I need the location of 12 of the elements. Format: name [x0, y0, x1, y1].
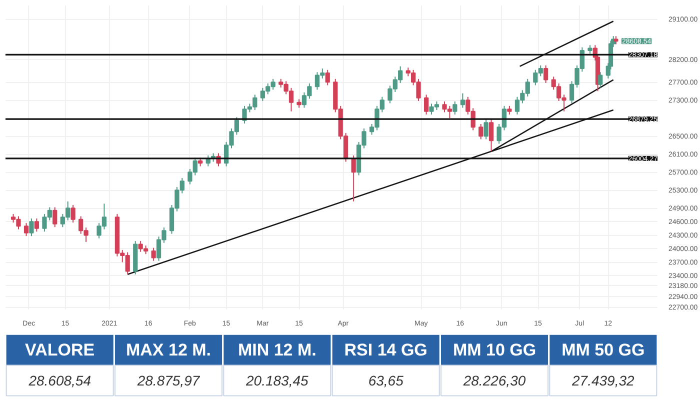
- text: 27.439,32: [572, 372, 634, 388]
- category-label: MIN 12 M.: [238, 340, 316, 360]
- category-label: MAX 12 M.: [126, 340, 212, 360]
- category-label: RSI 14 GG: [344, 340, 428, 360]
- text: 28.608,54: [28, 372, 91, 388]
- text: 20.183,45: [246, 372, 308, 388]
- text: 28.226,30: [463, 372, 526, 388]
- text: 28.875,97: [137, 372, 200, 388]
- text: 63,65: [368, 372, 404, 388]
- category-label: MM 10 GG: [452, 340, 536, 360]
- category-label: MM 50 GG: [562, 340, 645, 360]
- category-label: VALORE: [25, 340, 95, 360]
